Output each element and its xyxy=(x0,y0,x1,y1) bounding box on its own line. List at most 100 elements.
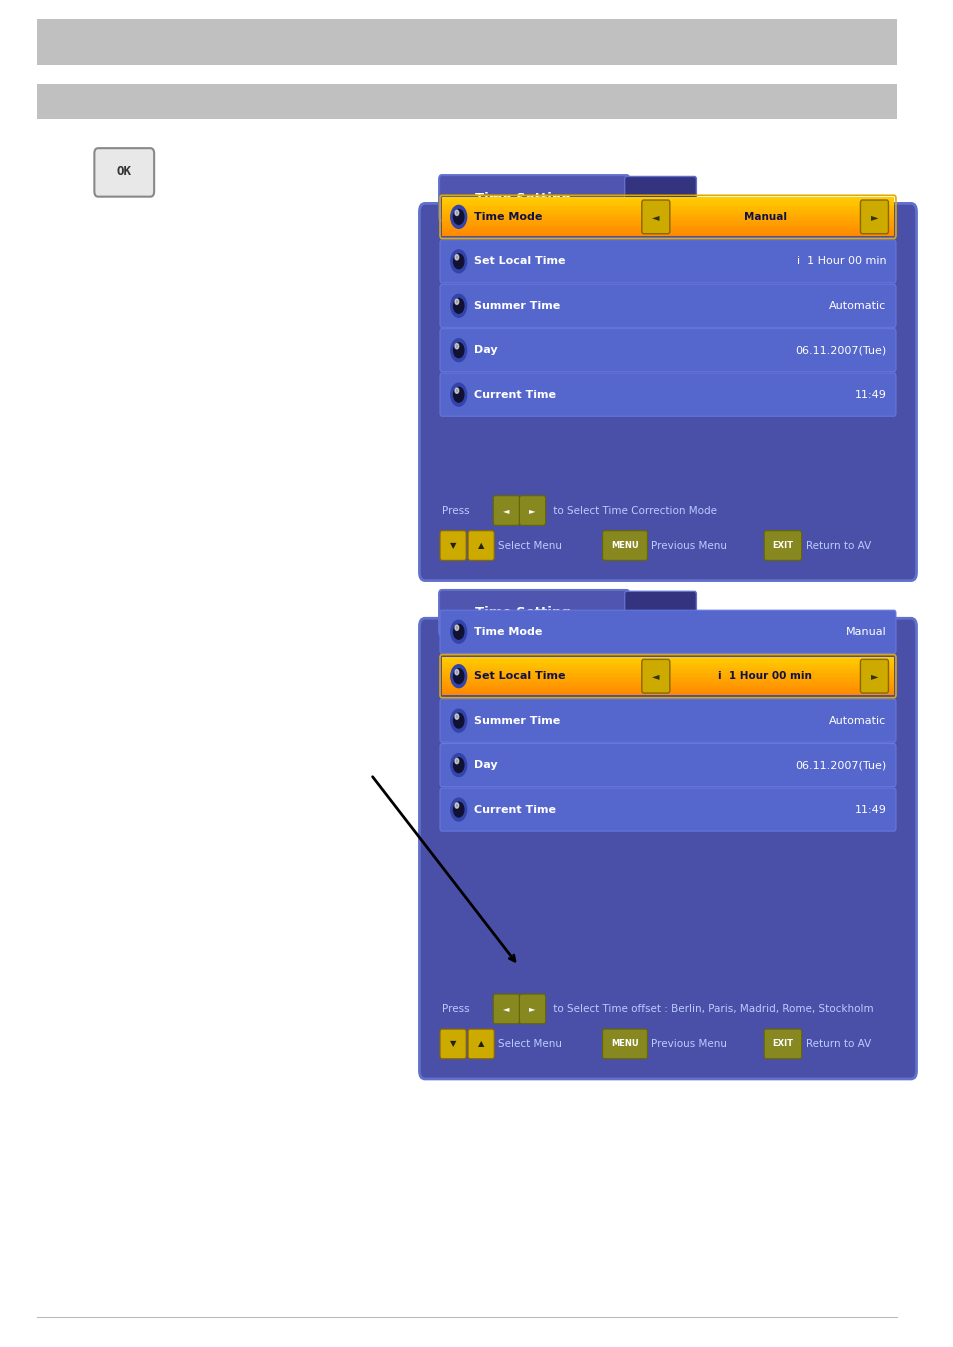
Bar xyxy=(441,667,893,668)
Circle shape xyxy=(455,714,458,719)
Circle shape xyxy=(453,714,463,727)
Circle shape xyxy=(451,339,466,361)
Text: Select Menu: Select Menu xyxy=(497,540,561,551)
Bar xyxy=(441,668,893,669)
Bar xyxy=(441,210,893,211)
FancyBboxPatch shape xyxy=(624,591,696,634)
Circle shape xyxy=(455,625,458,630)
Bar xyxy=(441,690,893,691)
FancyBboxPatch shape xyxy=(439,788,895,831)
Circle shape xyxy=(453,757,463,773)
Bar xyxy=(441,688,893,690)
Circle shape xyxy=(455,388,458,393)
Bar xyxy=(441,222,893,225)
Text: ►: ► xyxy=(870,671,878,682)
Bar xyxy=(441,206,893,207)
Bar xyxy=(441,198,893,199)
Text: Day: Day xyxy=(474,345,497,356)
Circle shape xyxy=(451,206,466,228)
FancyBboxPatch shape xyxy=(493,994,518,1024)
FancyBboxPatch shape xyxy=(439,284,895,327)
Circle shape xyxy=(453,253,463,269)
FancyBboxPatch shape xyxy=(438,590,629,636)
Bar xyxy=(441,199,893,202)
FancyBboxPatch shape xyxy=(419,203,916,581)
Bar xyxy=(441,661,893,664)
Circle shape xyxy=(451,665,466,687)
Circle shape xyxy=(453,388,463,403)
Bar xyxy=(441,230,893,232)
Bar xyxy=(441,216,893,217)
Bar xyxy=(441,674,893,675)
Text: ►: ► xyxy=(870,211,878,222)
Circle shape xyxy=(455,255,458,260)
Text: ◄: ◄ xyxy=(652,671,659,682)
Bar xyxy=(441,203,893,206)
Text: ◄: ◄ xyxy=(652,211,659,222)
Bar xyxy=(441,198,893,201)
Text: Summer Time: Summer Time xyxy=(474,715,559,726)
Text: MENU: MENU xyxy=(611,541,639,550)
Bar xyxy=(441,692,893,694)
Bar xyxy=(441,234,893,236)
Bar xyxy=(441,665,893,667)
Bar xyxy=(441,214,893,216)
Bar xyxy=(441,220,893,222)
Bar xyxy=(441,663,893,665)
Text: Current Time: Current Time xyxy=(474,389,555,400)
Text: Manual: Manual xyxy=(845,626,885,637)
Text: Time Setting: Time Setting xyxy=(475,191,571,205)
Text: EXIT: EXIT xyxy=(772,1040,793,1048)
FancyBboxPatch shape xyxy=(493,496,518,525)
Text: ◄: ◄ xyxy=(502,506,509,515)
Circle shape xyxy=(455,803,458,808)
Bar xyxy=(441,207,893,209)
Circle shape xyxy=(455,669,458,675)
Bar xyxy=(441,676,893,679)
Bar xyxy=(441,232,893,233)
Text: Return to AV: Return to AV xyxy=(805,1039,871,1049)
Circle shape xyxy=(451,753,466,776)
FancyBboxPatch shape xyxy=(518,994,545,1024)
FancyBboxPatch shape xyxy=(439,329,895,372)
FancyBboxPatch shape xyxy=(468,531,494,560)
Text: Press: Press xyxy=(441,505,469,516)
Text: Return to AV: Return to AV xyxy=(805,540,871,551)
Circle shape xyxy=(451,620,466,644)
Text: Automatic: Automatic xyxy=(828,715,885,726)
Bar xyxy=(441,226,893,228)
Bar xyxy=(441,211,893,213)
Circle shape xyxy=(451,384,466,407)
Text: ▲: ▲ xyxy=(477,1040,484,1048)
Bar xyxy=(441,224,893,226)
Text: Set Local Time: Set Local Time xyxy=(474,671,564,682)
Bar xyxy=(441,201,893,203)
FancyBboxPatch shape xyxy=(419,618,916,1079)
Circle shape xyxy=(453,209,463,224)
Bar xyxy=(441,684,893,686)
Bar xyxy=(441,664,893,667)
FancyBboxPatch shape xyxy=(624,176,696,220)
FancyBboxPatch shape xyxy=(763,531,801,560)
Text: Summer Time: Summer Time xyxy=(474,300,559,311)
Bar xyxy=(441,679,893,682)
Text: Previous Menu: Previous Menu xyxy=(651,540,726,551)
Bar xyxy=(37,19,896,65)
Bar xyxy=(441,213,893,214)
Text: MENU: MENU xyxy=(611,1040,639,1048)
FancyBboxPatch shape xyxy=(860,660,887,694)
Bar xyxy=(441,657,893,659)
Text: Previous Menu: Previous Menu xyxy=(651,1039,726,1049)
Bar xyxy=(441,694,893,695)
Text: Day: Day xyxy=(474,760,497,770)
Text: ◄: ◄ xyxy=(502,1005,509,1013)
Text: i  1 Hour 00 min: i 1 Hour 00 min xyxy=(796,256,885,267)
Bar xyxy=(37,84,896,119)
Bar xyxy=(441,233,893,234)
Bar xyxy=(441,680,893,683)
Bar xyxy=(441,678,893,680)
Text: Manual: Manual xyxy=(743,211,786,222)
Text: Time Mode: Time Mode xyxy=(474,211,541,222)
Text: OK: OK xyxy=(116,164,132,178)
Bar xyxy=(441,209,893,210)
